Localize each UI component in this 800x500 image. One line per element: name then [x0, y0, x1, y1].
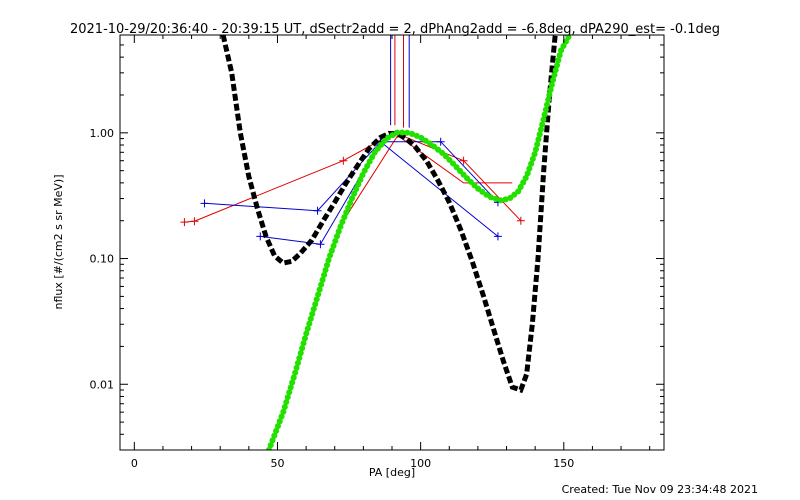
data-point: [180, 218, 189, 227]
series-line: [184, 133, 522, 223]
data-point: [200, 199, 209, 208]
data-point: [313, 206, 322, 215]
x-tick-label: 0: [131, 457, 138, 470]
y-axis-label: nflux [#/(cm2 s sr MeV)]: [52, 175, 65, 310]
x-tick-label: 150: [553, 457, 574, 470]
data-point: [516, 216, 525, 225]
chart-title: 2021-10-29/20:36:40 - 20:39:15 UT, dSect…: [70, 22, 720, 37]
data-point: [339, 156, 348, 165]
series-red-0: [180, 129, 525, 227]
series-black-4: [220, 35, 558, 394]
y-tick-label: 0.01: [90, 378, 115, 391]
y-tick-label: 0.10: [90, 253, 115, 266]
series-line: [265, 35, 573, 450]
plot-frame: [119, 34, 665, 451]
x-tick-label: 100: [410, 457, 431, 470]
data-point: [459, 156, 468, 165]
series-blue-3: [256, 137, 502, 249]
series-line: [260, 140, 499, 245]
series-red-1: [342, 134, 513, 221]
created-footer: Created: Tue Nov 09 23:34:48 2021: [562, 483, 758, 496]
data-point: [493, 232, 502, 241]
x-tick-label: 50: [270, 457, 284, 470]
x-axis-label: PA [deg]: [369, 466, 415, 479]
data-point: [436, 137, 445, 146]
series-line: [220, 35, 558, 394]
series-line: [342, 134, 513, 221]
data-point: [190, 217, 199, 226]
data-point: [256, 232, 265, 241]
data-point: [316, 240, 325, 249]
series-green-5: [265, 35, 573, 450]
y-tick-label: 1.00: [90, 127, 115, 140]
